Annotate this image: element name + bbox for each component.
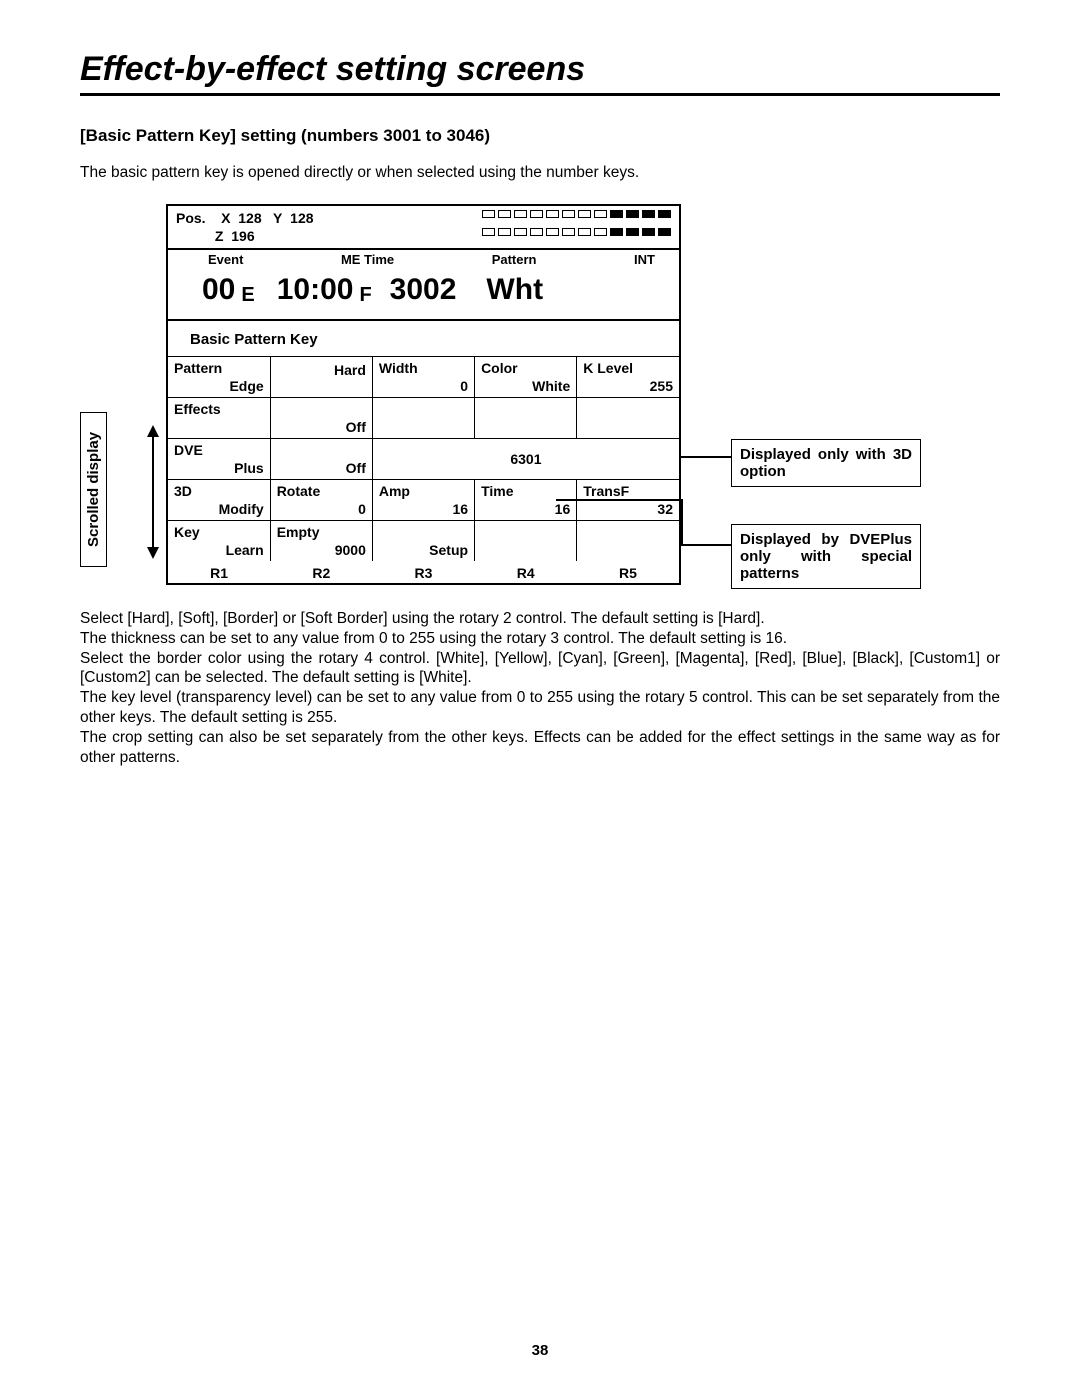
section-title: [Basic Pattern Key] setting (numbers 300… [80,126,1000,146]
connector-2a [556,499,681,501]
z-label: Z [215,228,224,244]
body-p3: Select the border color using the rotary… [80,649,1000,689]
event-value: 00 [202,273,235,307]
r3-label: R3 [372,565,474,581]
body-p5: The crop setting can also be set separat… [80,728,1000,768]
body-p2: The thickness can be set to any value fr… [80,629,1000,649]
int-value: Wht [486,273,543,307]
grid-row-pattern: PatternEdge Hard Width0 ColorWhite K Lev… [168,357,679,398]
connector-1 [681,456,731,458]
body-p4: The key level (transparency level) can b… [80,688,1000,728]
event-suffix: E [241,284,254,307]
scrolled-display-label: Scrolled display [80,412,107,567]
page-title: Effect-by-effect setting screens [80,50,1000,96]
me-label: ME Time [341,252,394,267]
r4-label: R4 [475,565,577,581]
intro-text: The basic pattern key is opened directly… [80,164,1000,182]
readout-labels: Event ME Time Pattern INT [168,250,679,273]
pattern-value: 3002 [390,273,457,307]
me-suffix: F [359,284,371,307]
level-meter-1 [482,210,671,226]
scroll-arrow [140,204,166,585]
settings-panel: Pos. X 128 Y 128 Z 196 Event ME Time Pat… [166,204,681,585]
pattern-label: Pattern [492,252,537,267]
bkp-label: Basic Pattern Key [168,321,679,356]
body-paragraphs: Select [Hard], [Soft], [Border] or [Soft… [80,609,1000,768]
event-label: Event [208,252,243,267]
x-val: 128 [238,210,261,226]
right-annotations: Displayed only with 3D option Displayed … [731,204,961,585]
level-meter-2 [482,228,671,244]
panel-header: Pos. X 128 Y 128 [168,206,679,228]
grid-row-key: KeyLearn Empty9000 Setup [168,521,679,562]
connector-2c [681,544,731,546]
diagram: Scrolled display Pos. X 128 Y 128 Z 196 [80,204,1000,585]
body-p1: Select [Hard], [Soft], [Border] or [Soft… [80,609,1000,629]
grid-row-effects: Effects Off [168,398,679,439]
x-label: X [221,210,230,226]
grid-row-dve: DVEPlus Off 6301 [168,439,679,480]
dve-merged-value: 6301 [510,451,541,467]
r1-label: R1 [168,565,270,581]
readout-values: 00 E 10:00F 3002 Wht [168,273,679,317]
z-val: 196 [231,228,254,244]
r2-label: R2 [270,565,372,581]
left-annotation: Scrolled display [80,204,140,585]
settings-grid: PatternEdge Hard Width0 ColorWhite K Lev… [168,356,679,561]
callout-3d-option: Displayed only with 3D option [731,439,921,487]
y-val: 128 [290,210,313,226]
r5-label: R5 [577,565,679,581]
me-value: 10:00 [277,273,354,307]
rotary-labels: R1 R2 R3 R4 R5 [168,561,679,583]
pos-label: Pos. [176,210,206,226]
y-label: Y [273,210,282,226]
connector-2b [681,499,683,544]
page-number: 38 [0,1342,1080,1359]
callout-dveplus: Displayed by DVEPlus only with special p… [731,524,921,589]
panel-header-2: Z 196 [168,228,679,246]
int-label: INT [634,252,655,267]
